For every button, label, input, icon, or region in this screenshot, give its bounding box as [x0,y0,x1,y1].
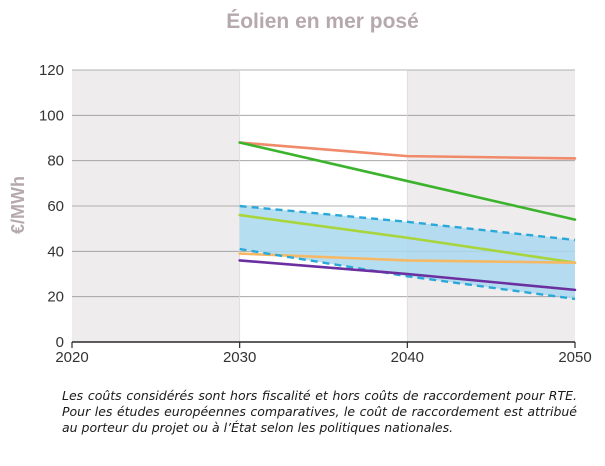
series-line-6 [238,259,577,292]
range-band-area [239,206,575,299]
series-line-3 [238,213,577,264]
y-tick-label-80: 80 [47,153,64,170]
y-tick-label-100: 100 [39,107,64,124]
axes [71,341,576,348]
chart-title: Éolien en mer posé [226,10,419,33]
y-tick-label-120: 120 [39,62,64,79]
series-line-2 [239,204,576,242]
y-tick-label-20: 20 [47,289,64,306]
y-tick-label-40: 40 [47,243,64,260]
y-axis-label: €/MWh [8,176,28,234]
x-tick-label-2020: 2020 [55,349,88,366]
x-tick-label-2040: 2040 [391,349,424,366]
series-line-1 [238,141,577,221]
range-band [239,206,575,299]
chart-caption: Les coûts considérés sont hors fiscalité… [62,388,577,435]
x-tick-label-2030: 2030 [223,349,256,366]
series-line-5 [239,247,576,301]
series-lines [238,141,577,301]
series-line-4 [238,252,577,264]
y-tick-label-0: 0 [56,334,64,351]
series-line-0 [238,141,577,160]
x-tick-label-2050: 2050 [558,349,591,366]
y-tick-label-60: 60 [47,198,64,215]
